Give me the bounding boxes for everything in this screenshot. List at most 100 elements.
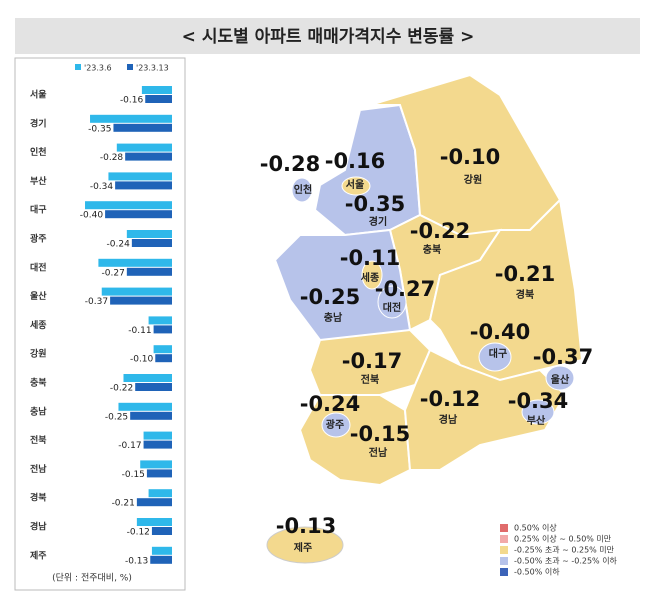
- y-tick-label: 대구: [30, 204, 47, 216]
- map-value: -0.35: [345, 192, 406, 216]
- value-label: -0.22: [110, 384, 133, 394]
- map-value: -0.13: [276, 514, 337, 538]
- bar: [146, 469, 172, 478]
- map-region-name: 울산: [551, 373, 570, 386]
- region-jeju: [266, 526, 344, 564]
- bar: [126, 230, 172, 238]
- map-value: -0.37: [533, 345, 594, 369]
- bar: [153, 345, 172, 354]
- bar: [148, 316, 172, 325]
- y-tick-label: 세종: [30, 319, 47, 331]
- bar: [148, 489, 172, 498]
- y-tick-label: 울산: [30, 290, 47, 302]
- bar: [85, 201, 172, 210]
- value-label: -0.21: [112, 499, 135, 509]
- bar: [108, 172, 172, 181]
- bar: [126, 267, 172, 276]
- value-label: -0.10: [130, 355, 154, 365]
- bar: [123, 374, 172, 382]
- map-region-name: 세종: [361, 271, 379, 284]
- map-region-name: 서울: [346, 178, 364, 191]
- bar: [90, 114, 172, 123]
- unit-note: (단위 : 전주대비, %): [52, 573, 132, 584]
- y-tick-label: 충북: [30, 377, 47, 389]
- map-legend-label: 0.50% 이상: [514, 523, 557, 533]
- value-label: -0.37: [85, 297, 108, 307]
- value-label: -0.24: [107, 240, 131, 250]
- map-region-name: 부산: [527, 414, 546, 427]
- bar: [125, 152, 172, 161]
- y-tick-label: 서울: [30, 89, 47, 101]
- map-legend-swatch: [500, 546, 508, 554]
- map-value: -0.25: [300, 285, 361, 309]
- bar: [105, 210, 172, 219]
- bar: [143, 431, 172, 440]
- bar: [136, 518, 172, 526]
- region-busan: [521, 399, 555, 425]
- y-tick-label: 인천: [30, 147, 47, 158]
- y-tick-label: 대전: [30, 261, 47, 273]
- legend-label: '23.3.6: [84, 64, 112, 73]
- map-value: -0.15: [350, 422, 411, 446]
- map-legend-swatch: [500, 524, 508, 532]
- region-incheon: [291, 177, 313, 203]
- value-label: -0.28: [100, 153, 124, 163]
- map-region-name: 전남: [369, 446, 388, 459]
- map-legend-label: -0.50% 이하: [514, 567, 560, 577]
- title-banner: [15, 18, 640, 54]
- map-region-name: 강원: [464, 173, 482, 186]
- bar: [131, 239, 172, 247]
- value-label: -0.11: [128, 326, 151, 336]
- map: [266, 73, 584, 564]
- map-value: -0.11: [340, 246, 401, 270]
- map-region-name: 경남: [439, 413, 458, 426]
- y-tick-label: 경북: [30, 492, 47, 504]
- region-sejong: [361, 260, 383, 290]
- region-daejeon: [377, 285, 407, 319]
- map-region-name: 경기: [369, 215, 387, 228]
- map-region-name: 충남: [324, 311, 343, 324]
- bar: [130, 411, 172, 420]
- value-label: -0.34: [90, 182, 114, 192]
- map-legend-swatch: [500, 568, 508, 576]
- value-label: -0.25: [105, 412, 128, 422]
- bar: [155, 354, 172, 363]
- map-value: -0.17: [342, 349, 403, 373]
- value-label: -0.27: [102, 268, 125, 278]
- value-label: -0.12: [127, 528, 150, 538]
- map-legend-label: 0.25% 이상 ~ 0.50% 미만: [514, 534, 612, 544]
- y-tick-label: 강원: [30, 348, 47, 360]
- y-tick-label: 전북: [30, 434, 47, 446]
- map-value: -0.24: [300, 392, 361, 416]
- region-gyeongnam: [403, 348, 567, 471]
- y-tick-label: 부산: [30, 175, 47, 187]
- map-value: -0.12: [420, 387, 481, 411]
- y-tick-label: 경기: [30, 117, 47, 129]
- y-tick-label: 광주: [30, 233, 47, 245]
- value-label: -0.17: [118, 441, 141, 451]
- map-value: -0.40: [470, 320, 531, 344]
- bar: [118, 402, 172, 411]
- region-jeonbuk: [308, 328, 432, 396]
- bar: [143, 440, 172, 449]
- bar: [110, 296, 172, 305]
- map-legend-swatch: [500, 557, 508, 565]
- y-tick-label: 경남: [30, 521, 47, 533]
- bar-panel: [14, 57, 186, 591]
- value-label: -0.35: [88, 124, 111, 134]
- map-region-name: 경북: [516, 288, 534, 301]
- y-tick-label: 전남: [30, 463, 47, 475]
- bar: [151, 527, 172, 535]
- y-tick-label: 충남: [30, 405, 47, 417]
- region-seoul: [341, 176, 371, 196]
- bar: [115, 181, 172, 190]
- bar: [140, 460, 172, 469]
- legend-swatch: [127, 64, 133, 70]
- map-legend-label: -0.50% 초과 ~ -0.25% 이하: [514, 556, 618, 566]
- map-region-name: 충북: [423, 243, 441, 256]
- map-value: -0.22: [410, 219, 471, 243]
- chart-title: < 시도별 아파트 매매가격지수 변동률 >: [182, 27, 475, 47]
- map-region-name: 제주: [294, 541, 312, 554]
